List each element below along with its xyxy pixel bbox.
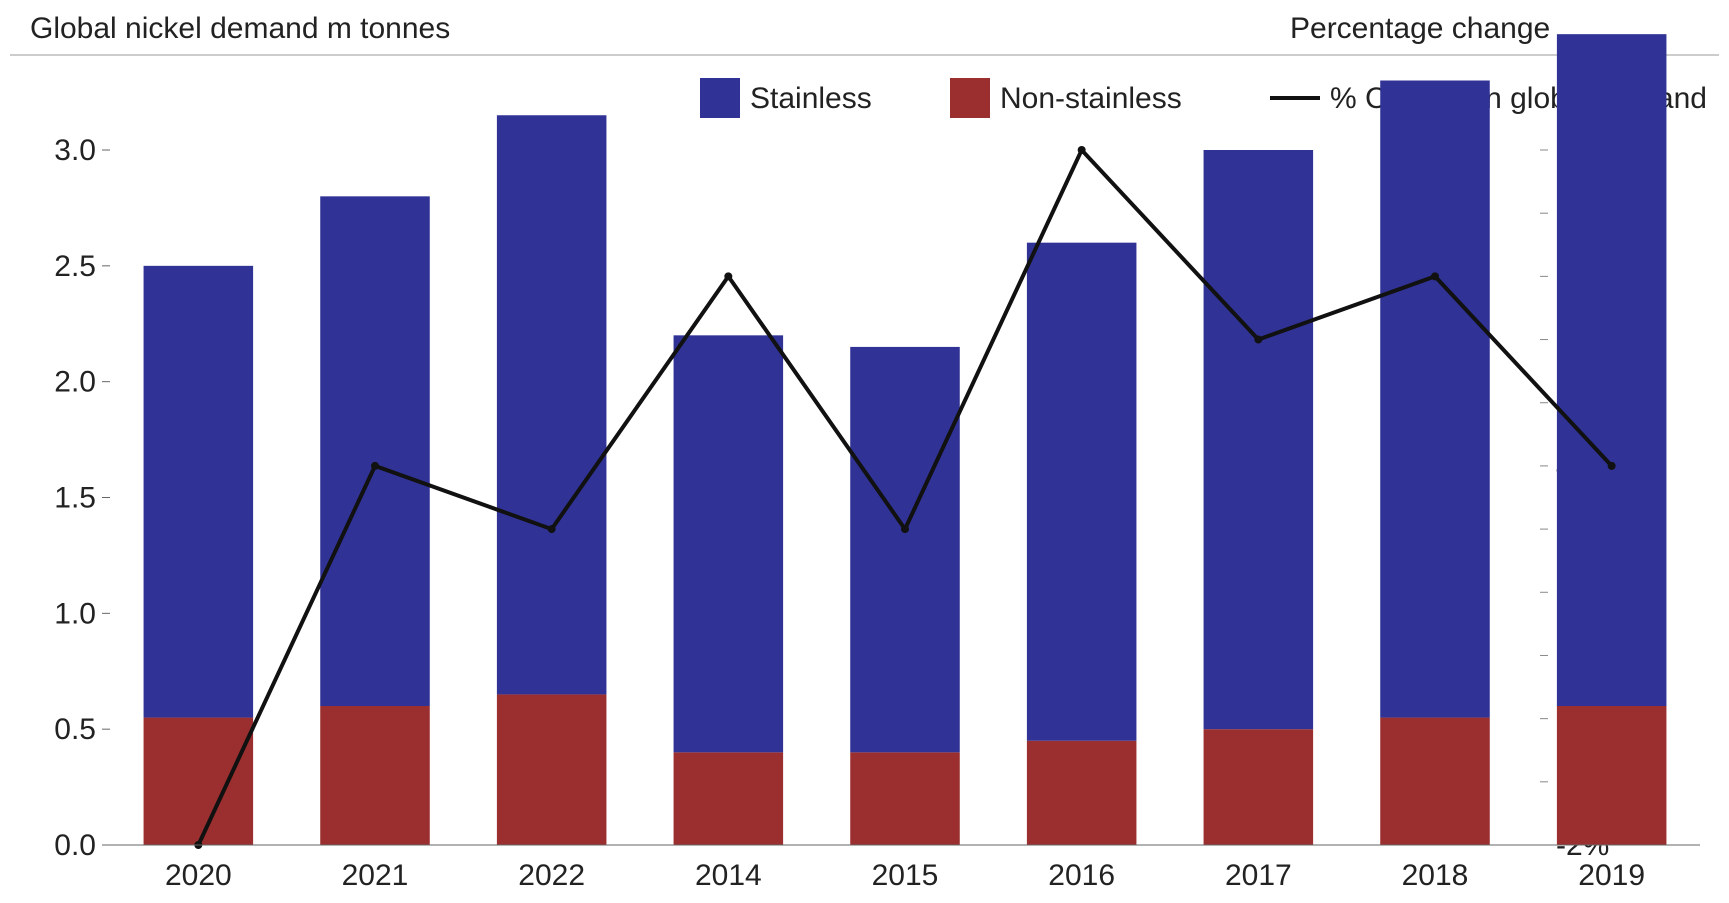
x-tick-label: 2020 (165, 859, 232, 892)
bar-non-stainless (1203, 729, 1314, 845)
legend-label-non-stainless: Non-stainless (1000, 82, 1182, 115)
bar-non-stainless (1380, 717, 1490, 845)
y-axis-left: 0.0 0.5 1.0 1.5 2.0 2.5 3.0 (54, 134, 110, 862)
x-tick-label: 2016 (1048, 859, 1115, 892)
bar-stainless (320, 196, 430, 707)
x-tick-label: 2014 (695, 859, 762, 892)
bar-stainless (496, 115, 607, 695)
bar-non-stainless (143, 717, 254, 845)
x-tick-label: 2019 (1578, 859, 1645, 892)
legend-swatch-non-stainless (950, 78, 990, 118)
bar-stainless (1556, 34, 1667, 706)
line-point-change (1077, 146, 1086, 154)
y-left-tick-label: 3.0 (54, 134, 96, 167)
bar-stainless (1026, 242, 1137, 741)
y-left-tick-label: 1.5 (54, 482, 96, 515)
bars-group (143, 34, 1667, 845)
line-point-change (1607, 461, 1616, 470)
bar-stainless (143, 265, 254, 718)
chart-legend: Stainless Non-stainless % Change in glob… (700, 78, 1707, 118)
y-left-tick-label: 0.5 (54, 713, 96, 746)
bar-stainless (1380, 80, 1490, 718)
bar-stainless (673, 335, 784, 753)
bar-non-stainless (673, 752, 784, 845)
x-axis: 2020 2021 2022 2014 2015 2016 2017 2018 2019 (110, 844, 1700, 892)
x-tick-label: 2017 (1225, 859, 1292, 892)
y-left-tick-label: 2.5 (54, 250, 96, 283)
y-left-tick-label: 0.0 (54, 829, 96, 862)
x-tick-label: 2015 (872, 859, 939, 892)
bar-non-stainless (320, 706, 430, 845)
bar-non-stainless (496, 694, 607, 845)
chart-title-right: Percentage change (1290, 12, 1550, 45)
x-tick-label: 2022 (518, 859, 585, 892)
bar-stainless (1203, 150, 1314, 730)
chart-title-left: Global nickel demand m tonnes (30, 12, 450, 45)
line-point-change (901, 525, 909, 534)
x-tick-label: 2021 (342, 859, 409, 892)
bar-non-stainless (1026, 740, 1137, 845)
y-left-tick-label: 1.0 (54, 597, 96, 630)
y-left-tick-label: 2.0 (54, 366, 96, 399)
line-point-change (547, 525, 556, 534)
bar-non-stainless (850, 752, 960, 845)
bar-stainless (850, 346, 960, 753)
bar-non-stainless (1556, 706, 1667, 845)
legend-swatch-stainless (700, 78, 740, 118)
x-tick-label: 2018 (1402, 859, 1469, 892)
legend-label-stainless: Stainless (750, 82, 872, 115)
line-point-change (1254, 335, 1263, 344)
line-point-change (1431, 272, 1439, 281)
line-point-change (371, 461, 379, 470)
line-point-change (724, 272, 733, 281)
